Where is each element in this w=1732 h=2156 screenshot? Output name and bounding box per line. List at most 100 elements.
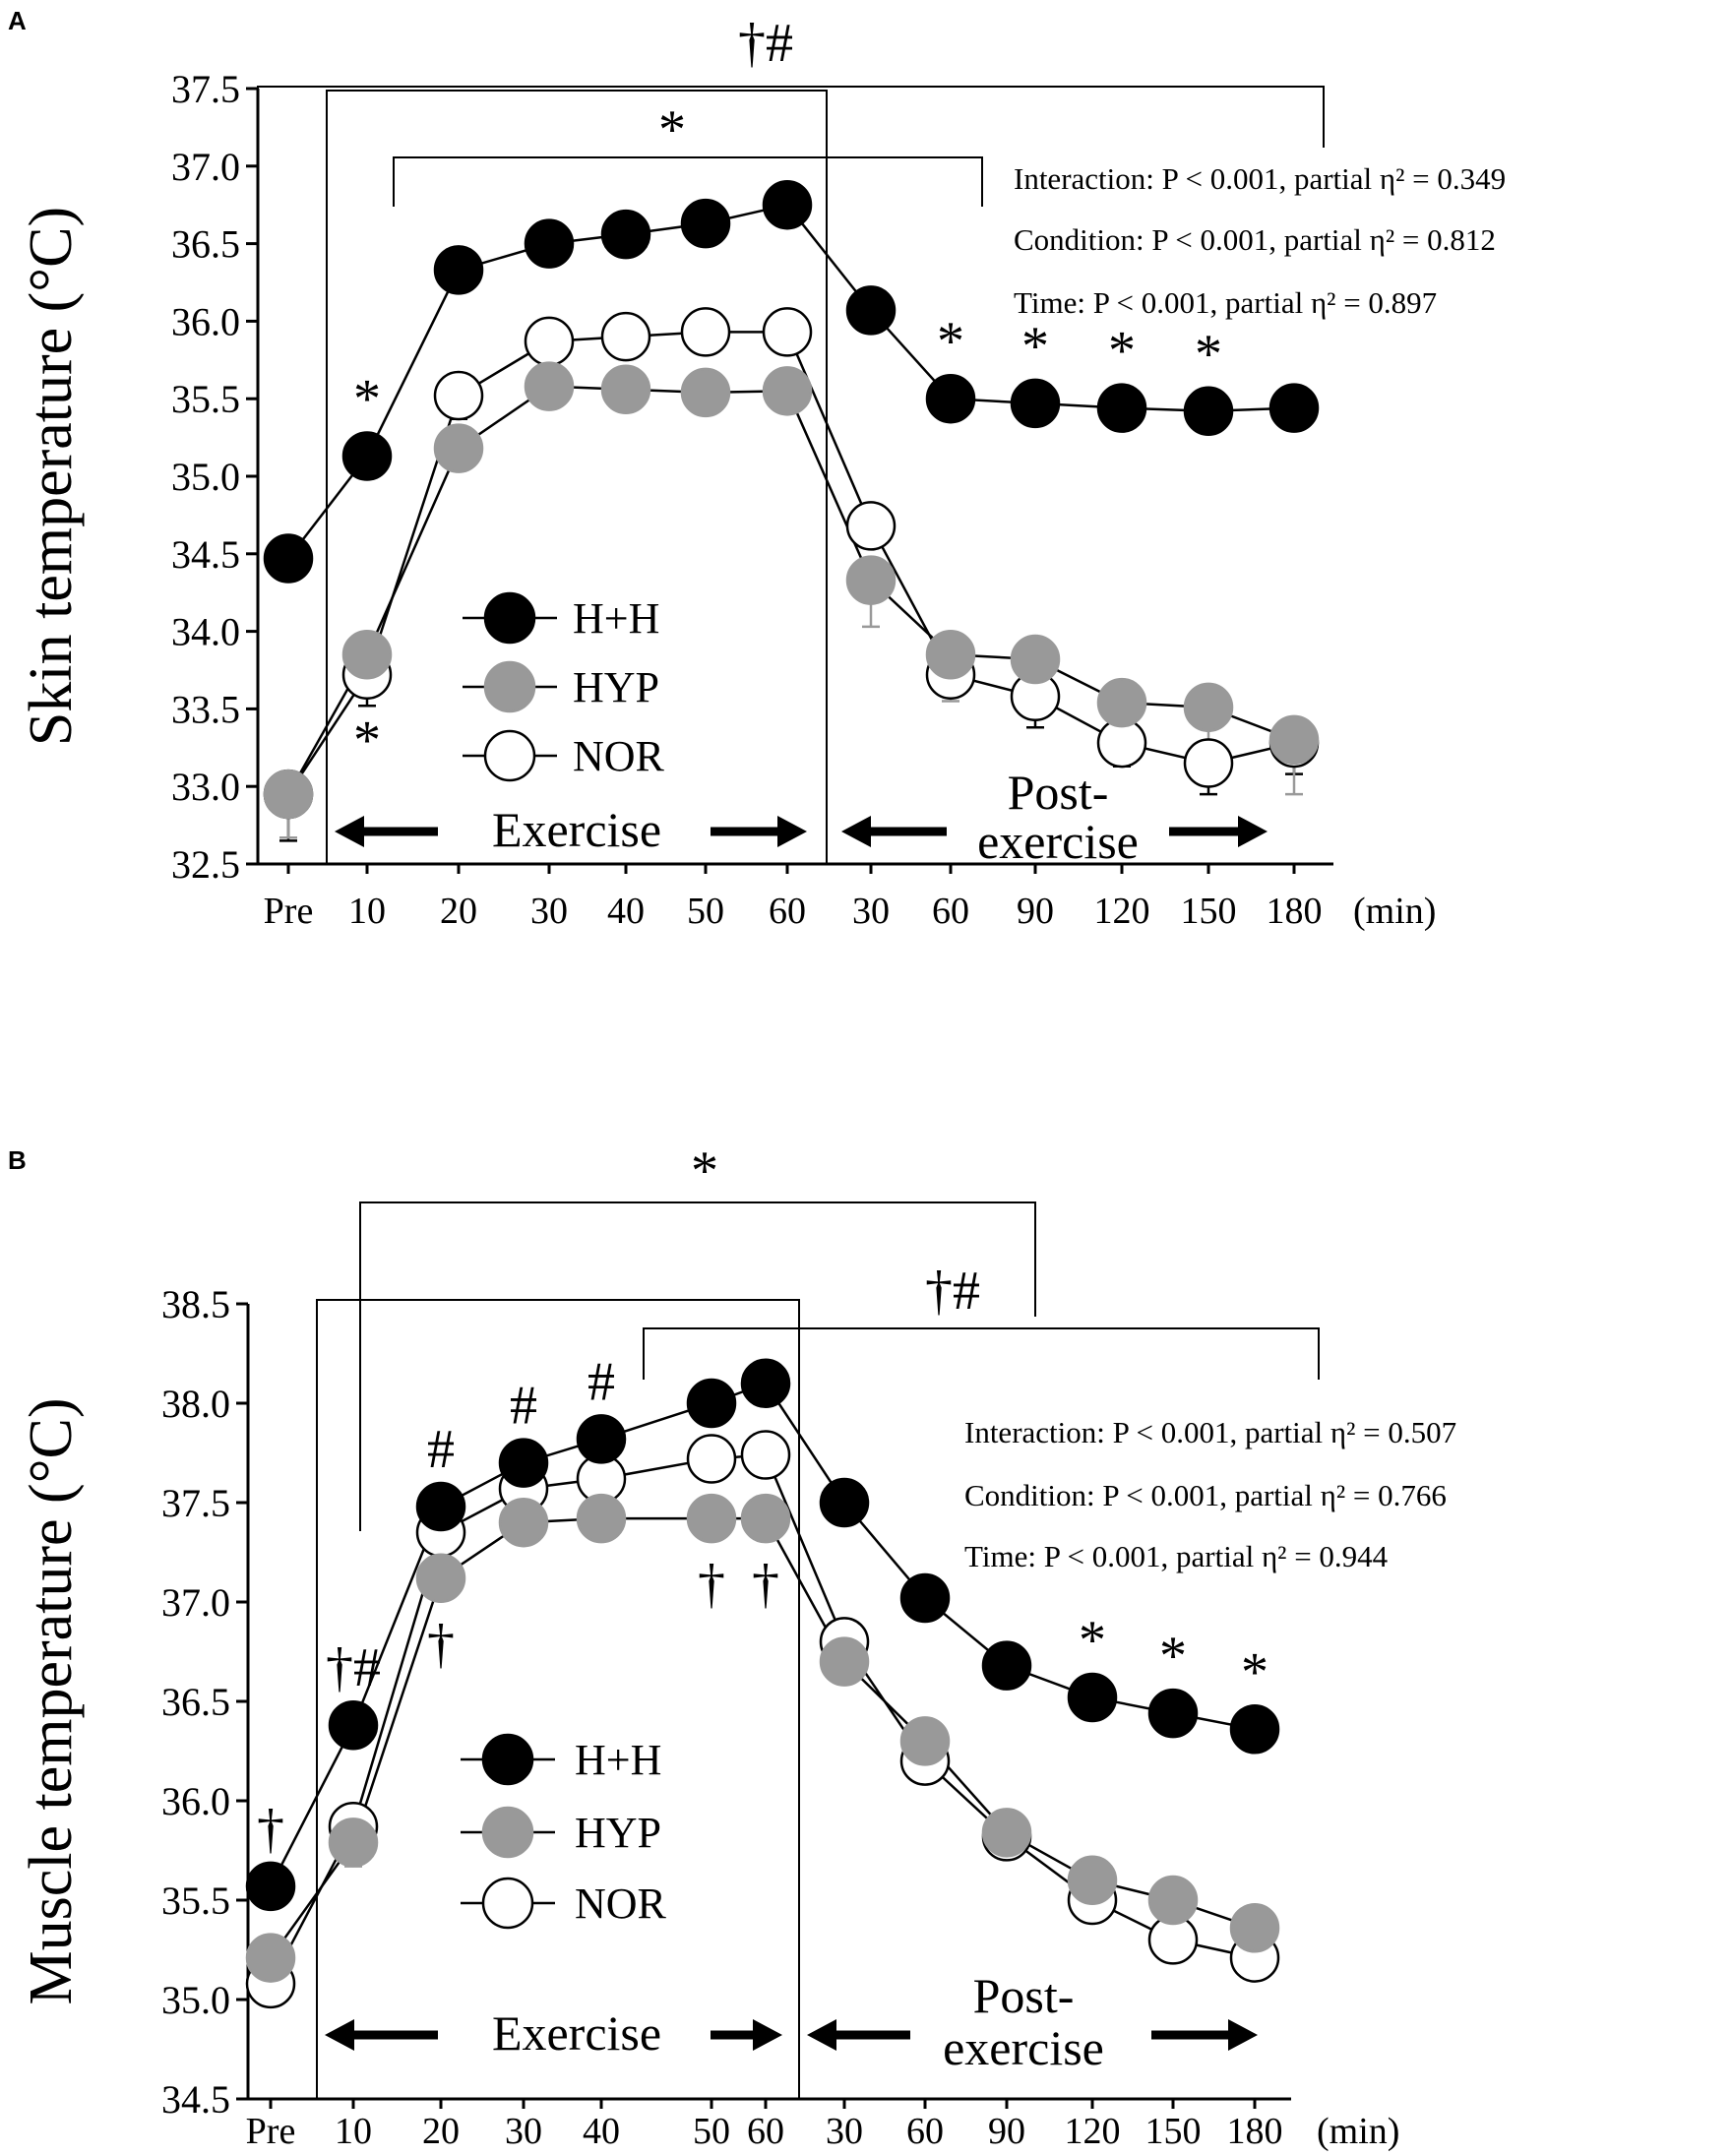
data-point-hyp [925,629,976,680]
stat-line: Time: P < 0.001, partial η² = 0.897 [1014,285,1437,320]
x-tick-label: 120 [1065,2111,1121,2152]
data-point-h-h [263,533,314,584]
data-point-h-h [981,1640,1032,1691]
legend-marker [483,729,536,782]
stat-line: Interaction: P < 0.001, partial η² = 0.3… [1014,161,1506,196]
post-exercise-label-line1: Post- [973,1968,1075,2023]
significance-marker: * [937,311,964,372]
x-tick-label: 30 [852,891,890,932]
panel-b: B 34.5 35.0 35.5 36.0 36.5 37.0 37.5 38.0 38.5 Pre… [8,1140,1456,2152]
x-tick-label: 10 [348,891,386,932]
data-point-h-h [433,245,484,295]
x-tick-label: 20 [440,891,477,932]
significance-marker: † [752,1554,779,1615]
data-point-hyp [328,1817,379,1868]
y-tick-label: 37.5 [171,67,240,111]
inner-comparison-bracket [643,1327,1320,1380]
legend-label: HYP [573,663,659,711]
significance-marker: † [698,1554,725,1615]
x-tick-label: 60 [906,2111,944,2152]
data-point-h-h [524,218,575,269]
data-point-hyp [341,629,393,680]
x-tick-label: Pre [264,891,314,932]
y-axis-label: Skin temperature (°C) [18,207,85,746]
y-tick-label: 33.0 [171,765,240,809]
significance-marker: * [1159,1626,1187,1687]
x-tick-label: 60 [747,2111,784,2152]
x-tick-label: 30 [530,891,568,932]
data-point-h-h [680,198,731,249]
data-point-nor [524,316,575,367]
outer-comparison-bracket [359,1201,1036,1531]
data-point-h-h [1183,386,1234,437]
data-point-hyp [1183,682,1234,733]
significance-marker: * [1021,316,1049,377]
significance-marker: † [257,1799,284,1860]
y-tick-label: 37.0 [171,145,240,189]
data-point-nor [680,307,731,357]
data-point-h-h [1010,378,1061,429]
legend-marker [481,1806,534,1859]
significance-marker: * [353,369,381,430]
data-point-hyp [498,1497,549,1548]
data-point-hyp [263,769,314,820]
data-point-nor [686,1434,737,1484]
data-point-nor [740,1430,791,1480]
x-tick-label: 90 [988,2111,1025,2152]
x-tick-label: 60 [932,891,969,932]
data-point-h-h [328,1699,379,1751]
data-point-hyp [433,423,484,473]
data-point-nor [1183,738,1234,788]
data-point-hyp [845,555,897,605]
exercise-arrow-right-head [753,2019,782,2051]
x-tick-label: 30 [826,2111,863,2152]
y-tick-label: 36.0 [161,1779,230,1823]
x-tick-label: Pre [246,2111,296,2152]
data-point-hyp [600,364,651,414]
outer-bracket-symbol: †# [738,13,793,74]
data-point-hyp [981,1808,1032,1858]
outer-comparison-bracket [257,86,1325,148]
x-unit-label: (min) [1317,2111,1399,2152]
data-point-h-h [925,373,976,424]
exercise-arrow-left-head [335,816,364,847]
post-exercise-label-line2: exercise [943,2020,1104,2075]
legend-label: NOR [575,1879,667,1928]
y-tick-label: 32.5 [171,842,240,887]
data-point-h-h [415,1481,466,1532]
x-tick-label: 30 [505,2111,542,2152]
x-tick-label: 150 [1145,2111,1202,2152]
data-point-h-h [576,1414,627,1464]
y-tick-label: 36.5 [161,1680,230,1724]
data-point-h-h [686,1378,737,1429]
data-point-nor [762,307,813,357]
data-point-h-h [1096,383,1147,433]
y-tick-label: 37.0 [161,1580,230,1625]
exercise-arrow-left-head [325,2019,354,2051]
y-axis-label: Muscle temperature (°C) [18,1397,85,2004]
exercise-arrow-right-head [777,816,807,847]
y-tick-label: 38.5 [161,1282,230,1326]
data-point-hyp [680,367,731,418]
data-point-hyp [576,1493,627,1544]
y-tick-label: 34.0 [171,610,240,654]
significance-marker: * [353,710,381,771]
x-tick-label: 10 [335,2111,372,2152]
data-point-h-h [1268,383,1320,433]
y-tick-label: 35.5 [161,1879,230,1923]
x-tick-label: 150 [1181,891,1237,932]
data-point-nor [600,311,651,362]
data-point-hyp [524,361,575,411]
data-point-hyp [1229,1903,1280,1953]
significance-marker: †# [326,1637,381,1698]
data-point-h-h [341,431,393,481]
significance-marker: * [1241,1641,1268,1702]
significance-marker: * [1079,1610,1106,1671]
post-arrow-right-head [1228,2019,1258,2051]
y-tick-label: 35.0 [161,1978,230,2022]
x-tick-label: 50 [693,2111,730,2152]
data-point-h-h [740,1358,791,1409]
data-point-hyp [415,1553,466,1604]
y-tick-label: 36.0 [171,299,240,343]
data-point-hyp [1147,1875,1199,1926]
